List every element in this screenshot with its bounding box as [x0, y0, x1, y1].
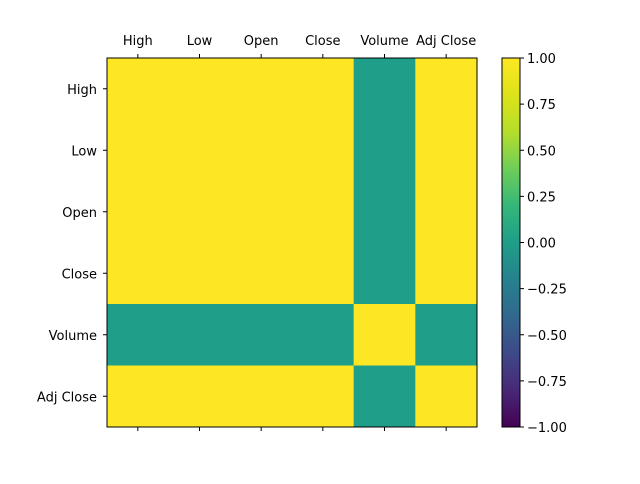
colorbar [502, 58, 520, 427]
heatmap-cell [230, 119, 293, 182]
heatmap-cell [230, 365, 293, 428]
heatmap-cell [415, 365, 478, 428]
heatmap-cell [230, 242, 293, 305]
heatmap-cell [415, 242, 478, 305]
heatmap-cell [168, 119, 231, 182]
heatmap-cell [353, 119, 416, 182]
heatmap-cell [107, 242, 170, 305]
colorbar-tick-label: 0.25 [527, 190, 556, 205]
heatmap-cell [292, 58, 355, 120]
colorbar-tick-label: 0.50 [527, 144, 556, 159]
heatmap-cell [168, 242, 231, 305]
heatmap-cell [292, 365, 355, 428]
y-tick-label: High [67, 83, 97, 98]
y-tick-label: Low [71, 144, 97, 159]
heatmap-cell [292, 119, 355, 182]
y-axis-ticks: High Low Open Close Volume Adj Close [37, 83, 107, 405]
colorbar-tick-label: −0.25 [527, 283, 567, 298]
x-tick-label: Low [187, 34, 213, 49]
heatmap-cell [107, 58, 170, 120]
colorbar-tick-label: 0.75 [527, 98, 556, 113]
heatmap-cell [230, 181, 293, 243]
heatmap-cell [415, 181, 478, 243]
y-tick-label: Close [62, 267, 97, 282]
heatmap-cell [230, 304, 293, 366]
heatmap-cell [168, 58, 231, 120]
x-tick-label: Open [244, 34, 279, 49]
colorbar-tick-label: −1.00 [527, 421, 567, 436]
heatmap-cell [107, 304, 170, 366]
x-tick-label: Close [305, 34, 340, 49]
colorbar-tick-label: −0.75 [527, 375, 567, 390]
heatmap-cell [292, 304, 355, 366]
heatmap-cell [168, 365, 231, 428]
heatmap-cell [107, 181, 170, 243]
heatmap-cell [353, 58, 416, 120]
heatmap-cell [107, 119, 170, 182]
heatmap-cell [353, 304, 416, 366]
heatmap-cell [415, 119, 478, 182]
plot-frame [106, 57, 478, 428]
heatmap-cell [415, 58, 478, 120]
heatmap-cell [107, 365, 170, 428]
heatmap-cell [415, 304, 478, 366]
colorbar-ticks: 1.00 0.75 0.50 0.25 0.00 −0.25 −0.50 −0.75 −1.00 [520, 52, 567, 436]
y-tick-label: Volume [49, 329, 97, 344]
x-tick-label: Adj Close [416, 34, 476, 49]
heatmap-cells [107, 58, 478, 428]
y-tick-label: Adj Close [37, 390, 97, 405]
x-tick-label: High [123, 34, 153, 49]
colorbar-tick-label: 0.00 [527, 237, 556, 252]
x-axis-ticks: High Low Open Close Volume Adj Close [123, 34, 476, 431]
heatmap-cell [168, 304, 231, 366]
y-tick-label: Open [62, 206, 97, 221]
heatmap-cell [353, 365, 416, 428]
heatmap-cell [230, 58, 293, 120]
heatmap-cell [353, 242, 416, 305]
heatmap-cell [353, 181, 416, 243]
x-tick-label: Volume [360, 34, 408, 49]
colorbar-tick-label: 1.00 [527, 52, 556, 67]
colorbar-tick-label: −0.50 [527, 329, 567, 344]
heatmap-cell [292, 242, 355, 305]
heatmap-cell [292, 181, 355, 243]
heatmap-cell [168, 181, 231, 243]
